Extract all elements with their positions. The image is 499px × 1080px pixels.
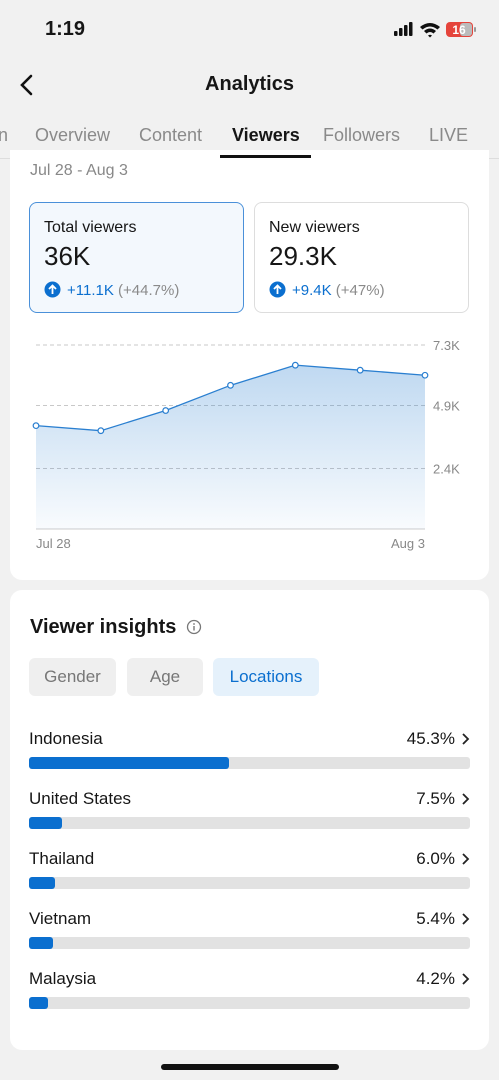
- location-pct: 4.2%: [416, 969, 455, 988]
- tab[interactable]: Followers: [323, 125, 401, 145]
- location-row[interactable]: Vietnam 5.4%: [29, 909, 470, 959]
- status-time: 1:19: [45, 18, 86, 40]
- filter-pill[interactable]: Gender: [29, 658, 116, 696]
- up-icon: [44, 281, 61, 298]
- tab[interactable]: Content: [139, 125, 203, 145]
- metric-value: 36K: [44, 241, 91, 271]
- date-range: Jul 28 - Aug 3: [30, 162, 128, 179]
- metric-change: +9.4K (+47%): [292, 282, 385, 299]
- bar-track: [29, 817, 470, 829]
- location-pct: 45.3%: [406, 729, 455, 748]
- back-button[interactable]: [17, 73, 37, 97]
- location-name: Indonesia: [29, 729, 103, 748]
- location-pct: 7.5%: [416, 789, 455, 808]
- tab[interactable]: Viewers: [232, 125, 300, 145]
- metric-card[interactable]: Total viewers 36K +11.1K (+44.7%): [29, 202, 244, 313]
- page-title: Analytics: [205, 73, 294, 95]
- tab[interactable]: Overview: [35, 125, 111, 145]
- change-abs: +11.1K: [67, 282, 114, 299]
- metric-change: +11.1K (+44.7%): [67, 282, 179, 299]
- bar: [29, 817, 63, 829]
- location-row[interactable]: Malaysia 4.2%: [29, 969, 470, 1019]
- point: [227, 381, 234, 389]
- location-row[interactable]: Thailand 6.0%: [29, 849, 470, 899]
- tab[interactable]: n: [0, 125, 9, 145]
- point: [97, 427, 105, 435]
- chevron: [462, 853, 470, 865]
- chevron: [462, 733, 470, 745]
- chevron-path: [462, 853, 470, 865]
- chevron-path: [462, 913, 470, 925]
- y-tick-label: 2.4K: [433, 462, 460, 477]
- up-icon: [269, 281, 286, 298]
- status-icons: 16: [394, 22, 476, 38]
- chevron-path: [462, 793, 470, 805]
- location-row[interactable]: United States 7.5%: [29, 789, 470, 839]
- metric-label: New viewers: [269, 219, 360, 236]
- y-tick-label: 7.3K: [433, 338, 460, 353]
- metric-label: Total viewers: [44, 219, 137, 236]
- battery-level: 16: [452, 23, 466, 37]
- metric-card[interactable]: New viewers 29.3K +9.4K (+47%): [254, 202, 469, 313]
- info-icon[interactable]: [186, 619, 204, 637]
- y-tick-label: 4.9K: [433, 398, 460, 413]
- icon-arrow: [48, 284, 57, 294]
- bar: [29, 877, 56, 889]
- chevron: [462, 913, 470, 925]
- location-name: United States: [29, 789, 132, 808]
- bar: [29, 997, 48, 1009]
- x-tick-label: Jul 28: [36, 536, 71, 551]
- location-pct: 5.4%: [416, 909, 455, 928]
- icon-arrow: [273, 284, 282, 294]
- line-chart: 2.4K 4.9K 7.3K Jul 28 Aug 3: [32, 338, 460, 551]
- metric-value: 29.3K: [269, 241, 337, 271]
- change-pct: (+47%): [335, 282, 385, 299]
- bar-track: [29, 937, 470, 949]
- location-name: Vietnam: [29, 909, 92, 928]
- tab[interactable]: LIVE: [429, 125, 469, 145]
- point: [162, 407, 170, 414]
- point: [356, 366, 364, 374]
- point: [421, 371, 429, 379]
- bar-track: [29, 997, 470, 1009]
- chevron-path: [462, 733, 470, 745]
- location-row[interactable]: Indonesia 45.3%: [29, 729, 470, 779]
- change-pct: (+44.7%): [118, 282, 180, 299]
- chevron: [462, 973, 470, 985]
- bar: [29, 937, 53, 949]
- point: [291, 361, 299, 369]
- point: [32, 422, 40, 430]
- tab-underline: [220, 155, 311, 158]
- area: [36, 365, 425, 529]
- home-indicator: [161, 1064, 339, 1070]
- location-pct: 6.0%: [416, 849, 455, 868]
- x-tick-label: Aug 3: [391, 536, 425, 551]
- bar-track: [29, 877, 470, 889]
- change-abs: +9.4K: [292, 282, 332, 299]
- chevron-path: [462, 973, 470, 985]
- filter-pill[interactable]: Age: [127, 658, 203, 696]
- insights-title: Viewer insights: [30, 616, 177, 638]
- chevron: [462, 793, 470, 805]
- location-name: Malaysia: [29, 969, 97, 988]
- filter-pill[interactable]: Locations: [213, 658, 319, 696]
- bar: [29, 757, 229, 769]
- location-name: Thailand: [29, 849, 95, 868]
